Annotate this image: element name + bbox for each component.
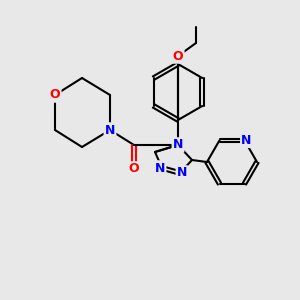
Text: O: O — [129, 163, 139, 176]
Text: N: N — [177, 167, 187, 179]
Text: N: N — [173, 139, 183, 152]
Text: O: O — [50, 88, 60, 101]
Text: N: N — [241, 134, 252, 147]
Text: O: O — [173, 50, 183, 62]
Text: N: N — [155, 161, 165, 175]
Text: N: N — [105, 124, 115, 136]
